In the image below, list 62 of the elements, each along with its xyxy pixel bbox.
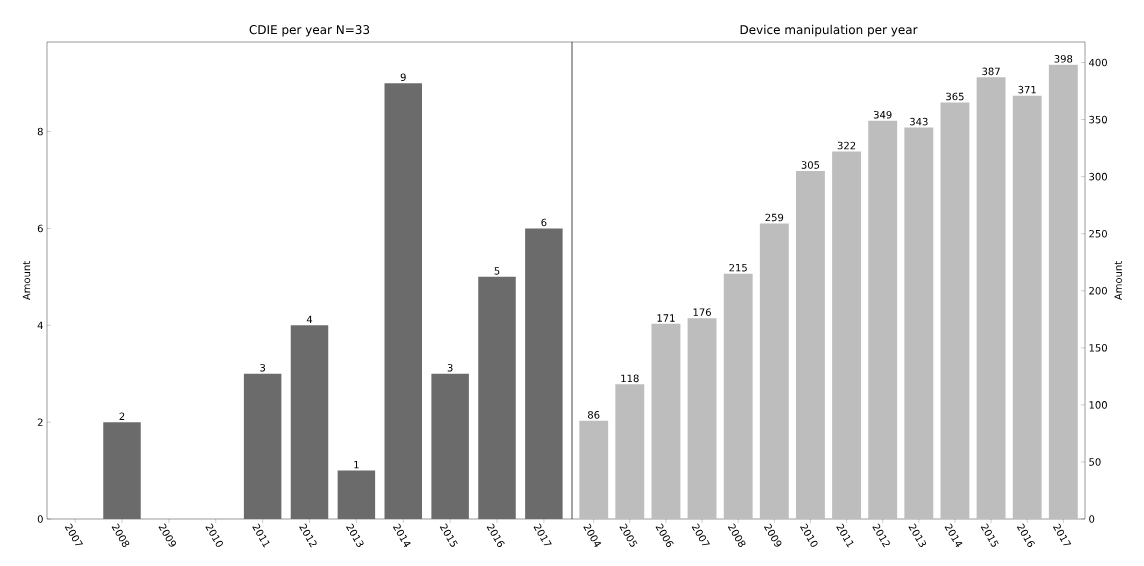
bar (1048, 64, 1078, 519)
y-tick-label: 100 (1089, 401, 1107, 409)
data-label: 6 (541, 218, 547, 227)
bar (723, 273, 753, 519)
y-tick-label: 250 (1089, 229, 1107, 238)
bar (795, 170, 825, 519)
bar (687, 318, 717, 519)
data-label: 365 (946, 92, 964, 101)
y-axis-title: Amount (22, 261, 31, 301)
bar (431, 373, 469, 519)
bar (940, 102, 970, 519)
bar (103, 422, 141, 519)
data-label: 3 (447, 363, 453, 372)
data-label: 343 (910, 117, 928, 126)
y-tick-label: 8 (37, 127, 43, 136)
y-tick-label: 300 (1089, 172, 1107, 181)
bar (243, 373, 282, 519)
data-label: 371 (1018, 85, 1036, 94)
bar (615, 384, 645, 519)
bar (579, 420, 609, 519)
y-tick-label: 4 (37, 321, 43, 329)
y-tick-label: 2 (37, 418, 43, 426)
data-label: 118 (621, 374, 639, 383)
y-tick-label: 0 (1089, 515, 1095, 523)
data-label: 9 (400, 73, 406, 81)
bar (478, 276, 516, 519)
data-label: 3 (260, 363, 266, 372)
bar (525, 228, 563, 519)
y-tick-label: 400 (1089, 58, 1107, 67)
data-label: 305 (801, 161, 820, 169)
bar (651, 323, 681, 519)
y-tick-label: 200 (1089, 286, 1107, 295)
chart-title: Device manipulation per year (740, 24, 918, 37)
data-label: 2 (119, 412, 125, 420)
bar (1012, 95, 1042, 519)
data-label: 349 (873, 110, 892, 119)
data-label: 215 (729, 263, 747, 272)
data-label: 5 (494, 267, 500, 275)
data-label: 259 (765, 213, 784, 222)
data-label: 387 (982, 67, 1000, 76)
data-label: 398 (1054, 55, 1073, 63)
y-tick-label: 150 (1089, 344, 1107, 352)
y-tick-label: 50 (1089, 458, 1101, 466)
data-label: 1 (354, 461, 359, 469)
data-label: 171 (657, 314, 675, 322)
data-label: 322 (837, 141, 856, 150)
y-tick-label: 0 (37, 515, 43, 523)
bar (290, 325, 329, 519)
data-label: 176 (693, 308, 711, 316)
data-label: 86 (587, 411, 600, 419)
bar (832, 151, 862, 519)
bar (759, 223, 789, 519)
bar (976, 77, 1006, 519)
y-tick-label: 350 (1089, 115, 1107, 124)
bar (868, 120, 898, 519)
bar (904, 127, 934, 519)
y-tick-label: 6 (37, 224, 43, 233)
chart-title: CDIE per year N=33 (249, 25, 370, 37)
y-axis-title: Amount (1114, 261, 1122, 301)
bar (337, 470, 376, 519)
data-label: 4 (306, 315, 313, 324)
bar (384, 83, 423, 519)
